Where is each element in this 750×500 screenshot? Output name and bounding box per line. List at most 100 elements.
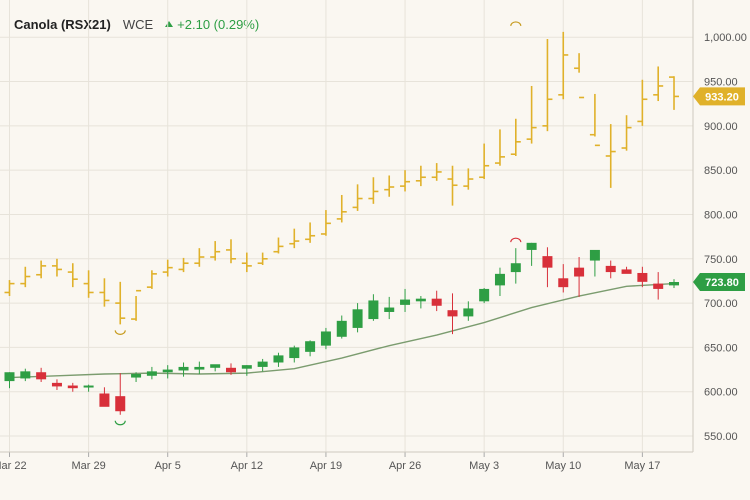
symbol-title: Canola (RSX21) [14, 16, 111, 32]
candlestick [653, 272, 664, 300]
ohlc-bar [226, 239, 236, 264]
candlestick [558, 264, 569, 293]
candlestick [400, 288, 411, 312]
ohlc-bar [4, 280, 15, 297]
ohlc-bar [368, 177, 379, 204]
ohlc-bar [20, 266, 31, 288]
candle-body [178, 366, 189, 371]
candle-body [574, 267, 585, 277]
x-tick-label: Apr 12 [231, 460, 263, 472]
last-value-tag-candles: 723.80 [693, 273, 745, 292]
candle-body [99, 393, 110, 407]
candle-body [67, 385, 78, 389]
ohlc-bar [447, 165, 458, 206]
candlestick [4, 372, 15, 389]
candlestick [210, 364, 221, 372]
x-tick-label: Mar 29 [71, 460, 105, 472]
ohlc-bar [574, 53, 585, 99]
high-marker [510, 237, 522, 243]
candlestick [447, 293, 458, 335]
ohlc-bar [352, 184, 363, 211]
candle-body [273, 355, 284, 363]
exchange-label: WCE [122, 16, 154, 32]
ohlc-bar [210, 241, 221, 261]
last-value-tag-candles-text: 723.80 [705, 277, 739, 289]
candlestick [146, 366, 157, 380]
y-tick-label: 550.00 [704, 431, 738, 443]
candle-body [226, 367, 236, 373]
candle-body [589, 249, 600, 261]
candle-body [463, 308, 474, 317]
x-tick-label: May 17 [624, 460, 660, 472]
y-tick-label: 650.00 [704, 342, 738, 354]
x-tick-label: May 10 [545, 460, 581, 472]
candle-body [83, 385, 94, 388]
ohlc-bar [510, 118, 521, 156]
ohlc-bar [463, 168, 474, 190]
candlestick [463, 301, 474, 321]
ohlc-bar [494, 129, 505, 166]
candle-body [542, 256, 553, 268]
candlestick [605, 260, 616, 279]
ohlc-bar [526, 85, 537, 144]
candle-body [384, 307, 395, 312]
candlestick [305, 340, 316, 357]
candlestick [194, 361, 205, 375]
ohlc-bar [621, 115, 632, 151]
candle-body [479, 288, 490, 302]
candlestick [479, 288, 490, 304]
candlestick [415, 296, 426, 309]
high-marker [510, 21, 522, 27]
ohlc-bar [653, 66, 664, 102]
y-tick-label: 700.00 [704, 298, 738, 310]
last-value-tag-bars: 933.20 [693, 87, 745, 106]
candlestick [162, 365, 173, 379]
x-tick-label: Apr 5 [155, 460, 181, 472]
candlestick [431, 290, 442, 312]
candlestick [83, 384, 94, 392]
candlestick [115, 373, 126, 415]
ohlc-bar [194, 248, 205, 267]
chart-header: Canola (RSX21) WCE +2.10 (0.29%) [14, 14, 259, 34]
candle-body [320, 331, 331, 346]
candle-body [241, 365, 252, 369]
candle-body [558, 278, 569, 288]
y-tick-label: 900.00 [704, 121, 738, 133]
candlestick [226, 363, 236, 375]
candlestick [352, 303, 363, 333]
candlestick [67, 382, 78, 392]
candle-body [669, 282, 680, 286]
candle-body [36, 372, 47, 380]
candle-body [653, 283, 664, 289]
candle-body [352, 309, 363, 328]
candlestick [273, 352, 284, 367]
arrow-up-icon [165, 21, 174, 27]
ohlc-bar [146, 270, 157, 289]
candlestick [589, 249, 600, 277]
ohlc-bar [289, 228, 300, 249]
ohlc-bar [241, 252, 252, 273]
candle-body [210, 364, 221, 368]
x-tick-label: May 3 [469, 460, 499, 472]
candlestick [320, 327, 331, 350]
price-change-value: +2.10 (0.29%) [177, 16, 260, 32]
ohlc-bar [273, 237, 284, 254]
candlestick [621, 266, 632, 274]
candlestick [178, 362, 189, 377]
ohlc-bar [178, 257, 189, 273]
candle-body [131, 374, 142, 378]
ohlc-bar [99, 278, 110, 307]
ohlc-bar [431, 163, 442, 181]
candlestick [20, 368, 31, 382]
candle-body [400, 299, 411, 305]
candle-body [447, 310, 458, 317]
candle-body [605, 265, 616, 273]
ohlc-bar [558, 31, 569, 100]
candlestick [289, 345, 300, 363]
candlestick [241, 365, 252, 376]
candle-body [431, 298, 442, 306]
y-tick-label: 850.00 [704, 165, 738, 177]
candle-body [494, 273, 505, 286]
candlestick [510, 248, 521, 284]
